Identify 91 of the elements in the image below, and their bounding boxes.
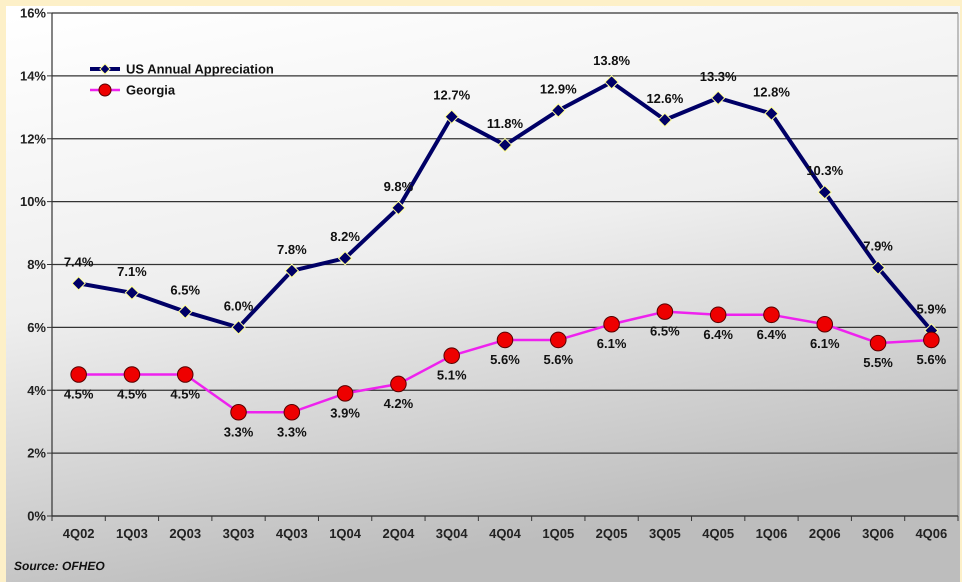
data-label: 5.9% xyxy=(916,302,947,317)
x-tick-label: 3Q03 xyxy=(222,526,254,541)
legend-label: Georgia xyxy=(126,82,176,98)
x-tick-label: 1Q06 xyxy=(756,526,788,541)
point xyxy=(390,376,407,392)
x-tick-label: 3Q05 xyxy=(648,526,681,541)
point xyxy=(336,385,354,402)
point xyxy=(231,320,246,334)
data-label: 3.3% xyxy=(277,424,308,440)
point xyxy=(443,347,460,364)
data-label: 5.6% xyxy=(543,352,574,367)
point xyxy=(710,306,726,324)
data-label: 6.0% xyxy=(224,298,254,314)
x-tick-label: 2Q04 xyxy=(382,526,416,541)
point xyxy=(870,260,886,275)
data-label: 5.1% xyxy=(436,368,467,383)
x-tick-label: 2Q06 xyxy=(808,526,841,541)
data-label: 3.3% xyxy=(224,424,254,440)
x-tick-label: 3Q04 xyxy=(436,526,468,541)
data-label: 5.5% xyxy=(863,355,894,370)
x-tick-label: 4Q04 xyxy=(489,526,522,541)
point xyxy=(763,306,780,324)
data-label: 13.8% xyxy=(593,53,630,68)
data-label: 3.9% xyxy=(330,405,360,420)
point xyxy=(124,366,140,383)
point xyxy=(658,112,672,127)
data-label: 4.5% xyxy=(64,386,94,402)
x-tick-label: 4Q06 xyxy=(915,526,948,541)
data-label: 12.8% xyxy=(753,84,790,100)
point xyxy=(656,303,674,320)
point xyxy=(923,332,940,348)
x-tick-label: 1Q04 xyxy=(329,526,362,541)
y-tick-label: 14% xyxy=(20,68,46,84)
data-label: 4.5% xyxy=(117,386,148,402)
y-tick-label: 16% xyxy=(20,6,46,21)
y-tick-label: 0% xyxy=(27,508,46,524)
point xyxy=(498,138,512,152)
point xyxy=(124,286,140,300)
y-tick-label: 8% xyxy=(27,257,46,272)
x-tick-label: 4Q02 xyxy=(62,526,95,541)
point xyxy=(603,316,620,332)
point xyxy=(604,75,619,90)
point xyxy=(178,304,192,319)
y-tick-label: 6% xyxy=(27,320,46,335)
data-label: 4.2% xyxy=(384,396,414,411)
x-tick-label: 2Q03 xyxy=(169,526,202,541)
data-label: 6.5% xyxy=(650,324,680,339)
point xyxy=(816,316,834,332)
point xyxy=(551,103,566,118)
point xyxy=(284,404,300,421)
y-tick-label: 12% xyxy=(20,131,46,146)
data-label: 11.8% xyxy=(486,116,524,132)
point xyxy=(391,200,406,215)
data-label: 12.7% xyxy=(433,88,471,103)
data-label: 6.4% xyxy=(756,326,787,342)
data-label: 7.1% xyxy=(117,264,148,279)
y-tick-label: 2% xyxy=(27,446,46,461)
x-tick-label: 3Q06 xyxy=(862,526,894,541)
point xyxy=(818,185,832,200)
data-label: 6.5% xyxy=(170,282,200,298)
point xyxy=(230,404,247,421)
data-label: 8.2% xyxy=(330,229,360,244)
legend-label: US Annual Appreciation xyxy=(126,62,274,77)
point xyxy=(72,276,86,290)
point xyxy=(711,90,726,105)
x-tick-label: 2Q05 xyxy=(596,526,628,541)
x-tick-label: 1Q03 xyxy=(116,526,148,541)
point xyxy=(338,251,352,266)
y-tick-label: 10% xyxy=(20,194,46,210)
data-label: 12.6% xyxy=(646,90,684,106)
data-label: 5.6% xyxy=(490,352,520,367)
data-label: 12.9% xyxy=(540,81,578,96)
data-label: 6.1% xyxy=(596,336,627,352)
data-label: 4.5% xyxy=(170,386,200,402)
point xyxy=(176,366,194,383)
x-tick-label: 1Q05 xyxy=(542,526,574,541)
y-tick-label: 4% xyxy=(27,382,46,398)
point xyxy=(284,264,299,278)
point xyxy=(550,332,567,348)
data-label: 6.1% xyxy=(810,336,840,352)
source-note: Source: OFHEO xyxy=(14,559,106,573)
point xyxy=(764,106,779,121)
point xyxy=(870,334,886,352)
data-label: 7.8% xyxy=(277,242,308,257)
x-tick-label: 4Q03 xyxy=(276,526,308,541)
point xyxy=(70,366,87,383)
point xyxy=(496,332,514,348)
data-label: 5.6% xyxy=(916,352,947,367)
point xyxy=(444,110,459,124)
data-label: 6.4% xyxy=(703,326,734,342)
x-tick-label: 4Q05 xyxy=(702,526,734,541)
